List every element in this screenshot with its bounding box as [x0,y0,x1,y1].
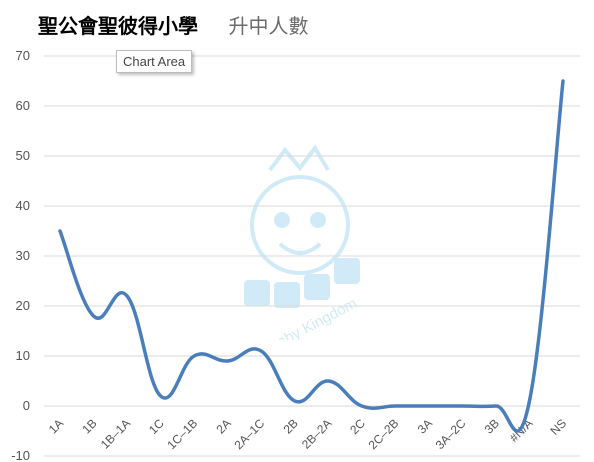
y-tick-label: 30 [16,248,30,263]
x-tick-label: 1A [46,416,66,436]
y-tick-label: 20 [16,298,30,313]
x-tick-label: 1B [79,416,99,436]
chart-area-tooltip: Chart Area [116,50,193,73]
x-tick-label: NS [547,416,569,438]
y-tick-label: 40 [16,198,30,213]
x-tick-label: 2C [347,416,368,437]
y-tick-label: 10 [16,348,30,363]
x-tick-label: 3A–2C [433,416,469,452]
x-tick-label: 1C–1B [164,416,200,452]
x-tick-label: 1B–1A [98,416,133,451]
y-axis-ticks: -10 0 10 20 30 40 50 60 70 [11,48,30,462]
chart-subtitle: 升中人數 [228,14,309,38]
x-tick-label: 2C–2B [366,416,402,452]
y-tick-label: 0 [23,398,30,413]
y-tick-label: 50 [16,148,30,163]
x-tick-label: 2A [214,416,234,436]
x-tick-label: 2A–1C [231,416,267,452]
x-tick-label: 3B [482,416,502,436]
grid-lines [44,55,580,457]
series-line[interactable] [58,79,565,433]
chart-title: 聖公會聖彼得小學 [38,14,198,38]
x-tick-label: 3A [415,416,435,436]
x-tick-label: 1C [146,416,167,437]
x-tick-label: 2B–2A [299,416,334,451]
y-tick-label: 60 [16,98,30,113]
chart-title-row: 聖公會聖彼得小學 升中人數 [38,10,308,38]
x-tick-label: 2B [281,416,301,436]
y-tick-label: 70 [16,48,30,63]
y-tick-label: -10 [11,448,30,462]
baby-kingdom-watermark-icon: Baby Kingdom [244,144,360,340]
